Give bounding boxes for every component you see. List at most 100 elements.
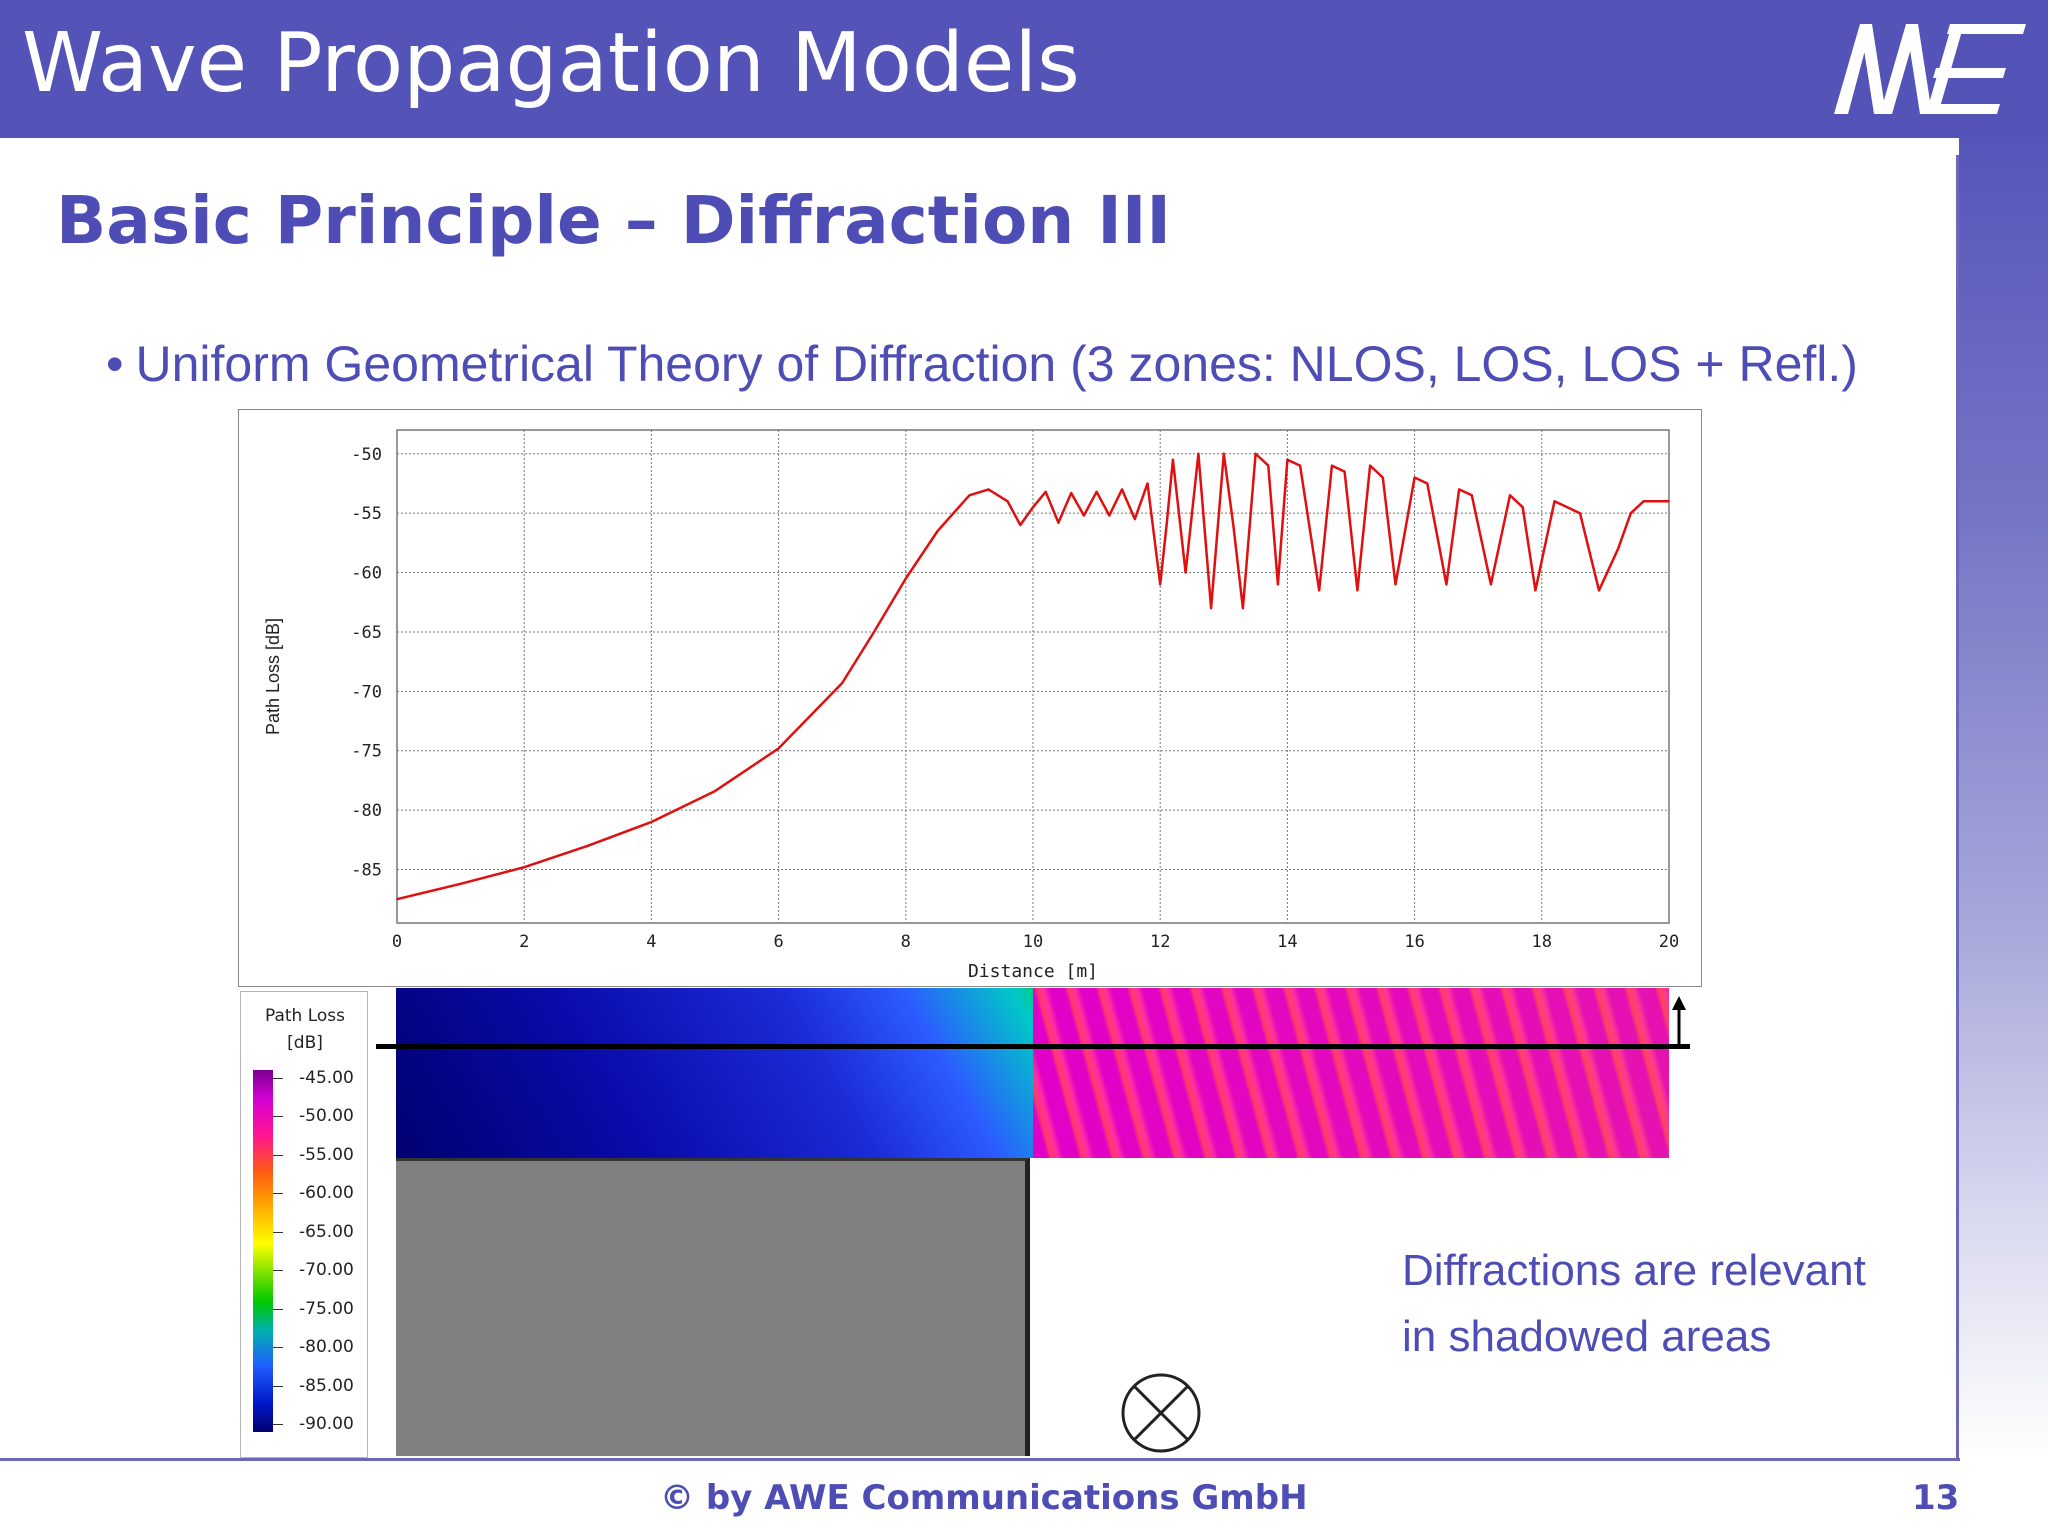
header-title: Wave Propagation Models	[22, 16, 1080, 111]
legend-title-line1: Path Loss	[264, 1006, 346, 1026]
legend-color-scale	[253, 1070, 273, 1432]
data-point	[1121, 488, 1123, 491]
data-point	[777, 747, 780, 750]
path-loss-heatmap	[396, 988, 1669, 1158]
y-tick-label: -85	[351, 861, 382, 881]
data-point	[1232, 524, 1235, 526]
data-point	[1598, 589, 1600, 592]
data-point	[841, 682, 843, 684]
awe-logo	[1834, 24, 2026, 114]
legend-value-label: -70.00	[299, 1260, 354, 1281]
data-point	[1413, 476, 1416, 479]
y-tick-label: -80	[351, 801, 382, 821]
y-tick-label: -75	[351, 742, 382, 762]
legend-tick-mark	[273, 1270, 283, 1272]
data-point	[1165, 524, 1168, 526]
up-arrow-icon	[1672, 996, 1686, 1044]
data-point	[1382, 476, 1384, 479]
interference-pattern	[1033, 988, 1669, 1158]
x-tick-label: 20	[1659, 932, 1679, 952]
data-point	[1343, 470, 1346, 473]
chart-canvas: 0 2 4 6 8 10 12 14 16 18 20 -50 -55 -60 -65 -70 -75 -80 -8…	[263, 429, 1679, 982]
interference-shading	[1033, 988, 1669, 1158]
data-point	[1133, 518, 1136, 520]
data-point	[968, 494, 971, 497]
data-point	[1267, 464, 1270, 467]
data-point	[1318, 589, 1320, 592]
legend-tick-mark	[273, 1116, 283, 1118]
data-point	[1044, 490, 1047, 493]
data-point	[1655, 500, 1658, 503]
legend-ticks: -45.00 -50.00 -55.00 -60.00 -65.00 -70.00 -75.…	[241, 992, 369, 1459]
x-tick-label: 2	[519, 932, 529, 952]
color-legend: Path Loss [dB] -45.00 -50.00 -55.00 -60.00-…	[240, 991, 368, 1458]
data-point	[1299, 464, 1301, 467]
data-point	[873, 631, 875, 633]
page-number: 13	[1912, 1478, 1960, 1518]
data-point	[396, 898, 398, 901]
note-line-2: in shadowed areas	[1402, 1312, 1772, 1361]
data-point	[1286, 458, 1289, 461]
x-tick-label: 6	[773, 932, 783, 952]
data-point	[1006, 500, 1009, 503]
bullet-item: • Uniform Geometrical Theory of Diffracti…	[106, 335, 1858, 393]
legend-value-label: -75.00	[299, 1298, 354, 1319]
legend-tick-mark	[273, 1078, 283, 1079]
data-point	[1458, 488, 1460, 491]
data-point	[1471, 494, 1473, 497]
data-point	[1553, 500, 1556, 503]
x-tick-label: 8	[901, 932, 911, 952]
data-point	[987, 488, 990, 491]
data-point	[1331, 464, 1333, 467]
data-point	[1521, 506, 1524, 509]
x-tick-label: 0	[392, 932, 402, 952]
note-line-1: Diffractions are relevant	[1402, 1246, 1866, 1295]
data-point	[1019, 524, 1022, 526]
x-tick-label: 4	[646, 932, 656, 952]
legend-tick-mark	[273, 1154, 283, 1156]
legend-value-label: -45.00	[299, 1068, 354, 1088]
legend-tick-mark	[273, 1308, 283, 1310]
slide-title: Basic Principle – Diffraction III	[56, 182, 1171, 259]
data-point	[1242, 607, 1244, 609]
data-point	[1223, 452, 1225, 455]
right-divider	[1956, 155, 1959, 1460]
data-point	[459, 882, 462, 885]
legend-tick-mark	[273, 1193, 283, 1195]
data-point	[1642, 500, 1645, 503]
data-point	[1509, 494, 1511, 497]
x-tick-label: 12	[1150, 932, 1170, 952]
data-point	[1394, 583, 1397, 586]
legend-tick-mark	[273, 1231, 283, 1233]
data-point	[1668, 500, 1670, 503]
data-point	[714, 790, 716, 792]
y-tick-label: -70	[351, 682, 382, 702]
data-point	[1095, 490, 1098, 493]
path-loss-chart: 0 2 4 6 8 10 12 14 16 18 20 -50 -55 -60 -65 -70 -75 -80 -8…	[238, 409, 1702, 987]
legend-tick-mark	[273, 1385, 283, 1387]
legend-value-label: -55.00	[299, 1144, 354, 1165]
data-point	[1197, 452, 1200, 455]
data-point	[1210, 607, 1212, 609]
data-point	[523, 866, 525, 868]
data-point	[905, 577, 907, 580]
legend-tick-mark	[273, 1347, 283, 1349]
bullet-text: Uniform Geometrical Theory of Diffractio…	[135, 336, 1858, 392]
x-axis-label: Distance [m]	[968, 961, 1098, 982]
data-point	[1630, 512, 1632, 514]
transmitter-icon	[1121, 1373, 1201, 1453]
y-tick-label: -50	[351, 445, 382, 465]
legend-value-label: -60.00	[299, 1183, 354, 1204]
building-obstacle	[396, 1158, 1030, 1456]
data-point	[1254, 452, 1257, 455]
data-point	[1070, 492, 1072, 494]
legend-value-label: -65.00	[299, 1221, 354, 1242]
data-point	[587, 844, 589, 847]
x-tick-label: 14	[1277, 932, 1297, 952]
legend-value-label: -90.00	[299, 1414, 354, 1434]
data-point	[1356, 589, 1359, 592]
data-point	[1083, 514, 1085, 517]
data-point	[1579, 512, 1581, 514]
data-point	[650, 821, 653, 823]
legend-tick-mark	[273, 1424, 283, 1425]
